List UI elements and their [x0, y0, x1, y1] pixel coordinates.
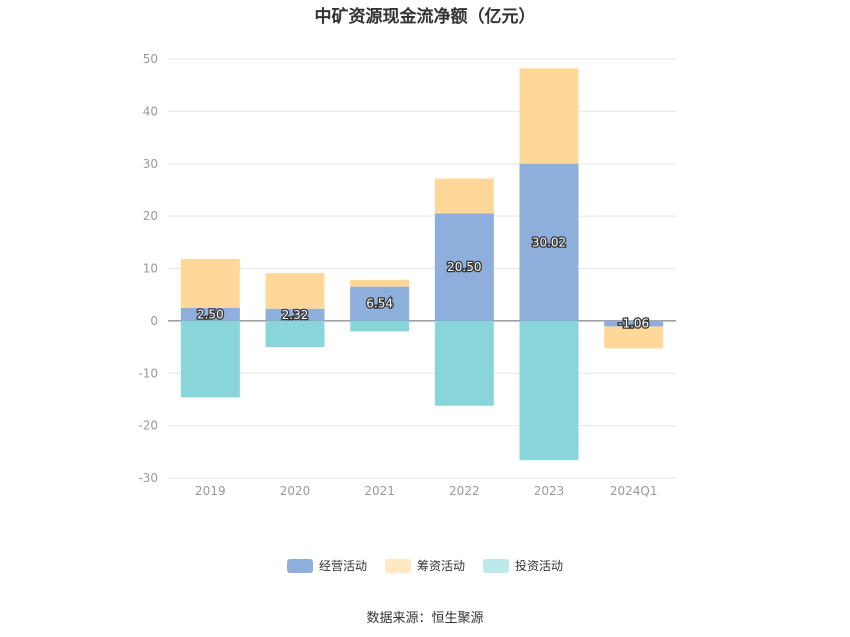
- x-tick-label: 2019: [195, 484, 226, 498]
- chart-title: 中矿资源现金流净额（亿元）: [314, 7, 536, 27]
- bar-financing: [350, 279, 410, 287]
- legend-swatch-investing: [483, 558, 509, 573]
- legend-swatch-operating: [286, 558, 313, 573]
- y-tick-label: 20: [143, 209, 158, 223]
- y-tick-label: -20: [138, 419, 158, 433]
- y-tick-label: -30: [138, 471, 158, 485]
- bar-investing: [519, 320, 579, 461]
- y-tick-label: 50: [143, 52, 158, 66]
- bar-operating: [604, 320, 664, 327]
- bar-investing: [434, 320, 494, 406]
- bar-financing: [265, 273, 325, 309]
- x-tick-label: 2024Q1: [610, 484, 658, 498]
- bar-investing: [180, 320, 240, 398]
- data-label: 2.50: [197, 307, 224, 321]
- x-tick-label: 2023: [534, 484, 565, 498]
- bar-operating: [519, 163, 579, 321]
- legend-item-investing[interactable]: 投资活动: [483, 557, 563, 574]
- bar-financing: [180, 259, 240, 308]
- bar-operating: [434, 213, 494, 321]
- bar-operating: [350, 286, 410, 321]
- bar-financing: [604, 326, 664, 349]
- data-label: 6.54: [366, 297, 393, 311]
- legend-label-financing: 筹资活动: [416, 559, 465, 573]
- legend-item-financing[interactable]: 筹资活动: [384, 557, 465, 574]
- chart-legend: 经营活动 筹资活动 投资活动: [0, 557, 850, 574]
- x-tick-label: 2022: [449, 484, 480, 498]
- legend-item-operating[interactable]: 经营活动: [286, 557, 367, 574]
- data-label: 30.02: [532, 235, 566, 249]
- data-label: -1.06: [618, 317, 649, 331]
- x-tick-label: 2021: [364, 484, 395, 498]
- legend-swatch-financing: [384, 558, 411, 573]
- bar-operating: [180, 307, 240, 321]
- y-tick-label: 40: [143, 104, 158, 118]
- y-tick-label: 30: [143, 157, 158, 171]
- legend-label-operating: 经营活动: [318, 559, 367, 573]
- bar-financing: [519, 68, 579, 164]
- legend-label-investing: 投资活动: [515, 559, 564, 573]
- bar-operating: [265, 308, 325, 321]
- x-tick-label: 2020: [280, 484, 311, 498]
- data-label: 2.32: [282, 308, 309, 322]
- data-label: 20.50: [447, 260, 481, 274]
- y-tick-label: -10: [138, 366, 158, 380]
- y-tick-label: 0: [150, 314, 158, 328]
- bar-investing: [350, 320, 410, 332]
- bar-investing: [265, 320, 325, 348]
- y-tick-label: 10: [143, 262, 158, 276]
- chart-plot: 50 40 30 20 10 0 -10 -20 -30 2019 2.50 2020 2.32 2021…: [138, 52, 676, 498]
- bar-financing: [434, 178, 494, 214]
- data-source-note: 数据来源：恒生聚源: [366, 611, 484, 626]
